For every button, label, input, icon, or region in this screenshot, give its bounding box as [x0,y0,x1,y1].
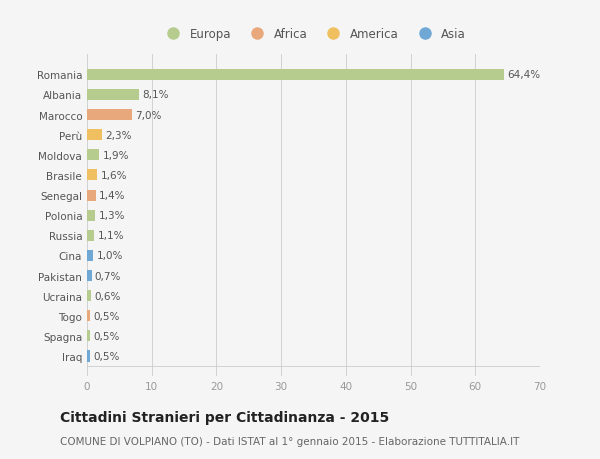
Bar [87,130,102,141]
Text: 1,9%: 1,9% [103,151,129,161]
Text: 0,7%: 0,7% [95,271,121,281]
Text: 1,1%: 1,1% [97,231,124,241]
Text: Cittadini Stranieri per Cittadinanza - 2015: Cittadini Stranieri per Cittadinanza - 2… [60,411,389,425]
Bar [87,90,139,101]
Text: 64,4%: 64,4% [507,70,540,80]
Bar [87,351,90,362]
Text: 1,0%: 1,0% [97,251,123,261]
Text: 1,3%: 1,3% [98,211,125,221]
Bar [87,291,91,302]
Bar [87,230,94,241]
Text: 0,5%: 0,5% [94,311,120,321]
Text: 1,6%: 1,6% [101,171,127,180]
Bar [87,190,96,201]
Text: 0,5%: 0,5% [94,331,120,341]
Legend: Europa, Africa, America, Asia: Europa, Africa, America, Asia [159,26,468,43]
Text: 0,6%: 0,6% [94,291,121,301]
Bar [87,250,94,262]
Text: 0,5%: 0,5% [94,351,120,361]
Bar [87,270,92,281]
Bar [87,210,95,221]
Bar [87,110,133,121]
Bar [87,70,504,81]
Text: 1,4%: 1,4% [99,190,126,201]
Bar [87,170,97,181]
Text: 7,0%: 7,0% [136,110,162,120]
Bar [87,311,90,322]
Text: 2,3%: 2,3% [105,130,131,140]
Bar [87,150,99,161]
Bar [87,330,90,341]
Text: 8,1%: 8,1% [143,90,169,100]
Text: COMUNE DI VOLPIANO (TO) - Dati ISTAT al 1° gennaio 2015 - Elaborazione TUTTITALI: COMUNE DI VOLPIANO (TO) - Dati ISTAT al … [60,436,520,446]
